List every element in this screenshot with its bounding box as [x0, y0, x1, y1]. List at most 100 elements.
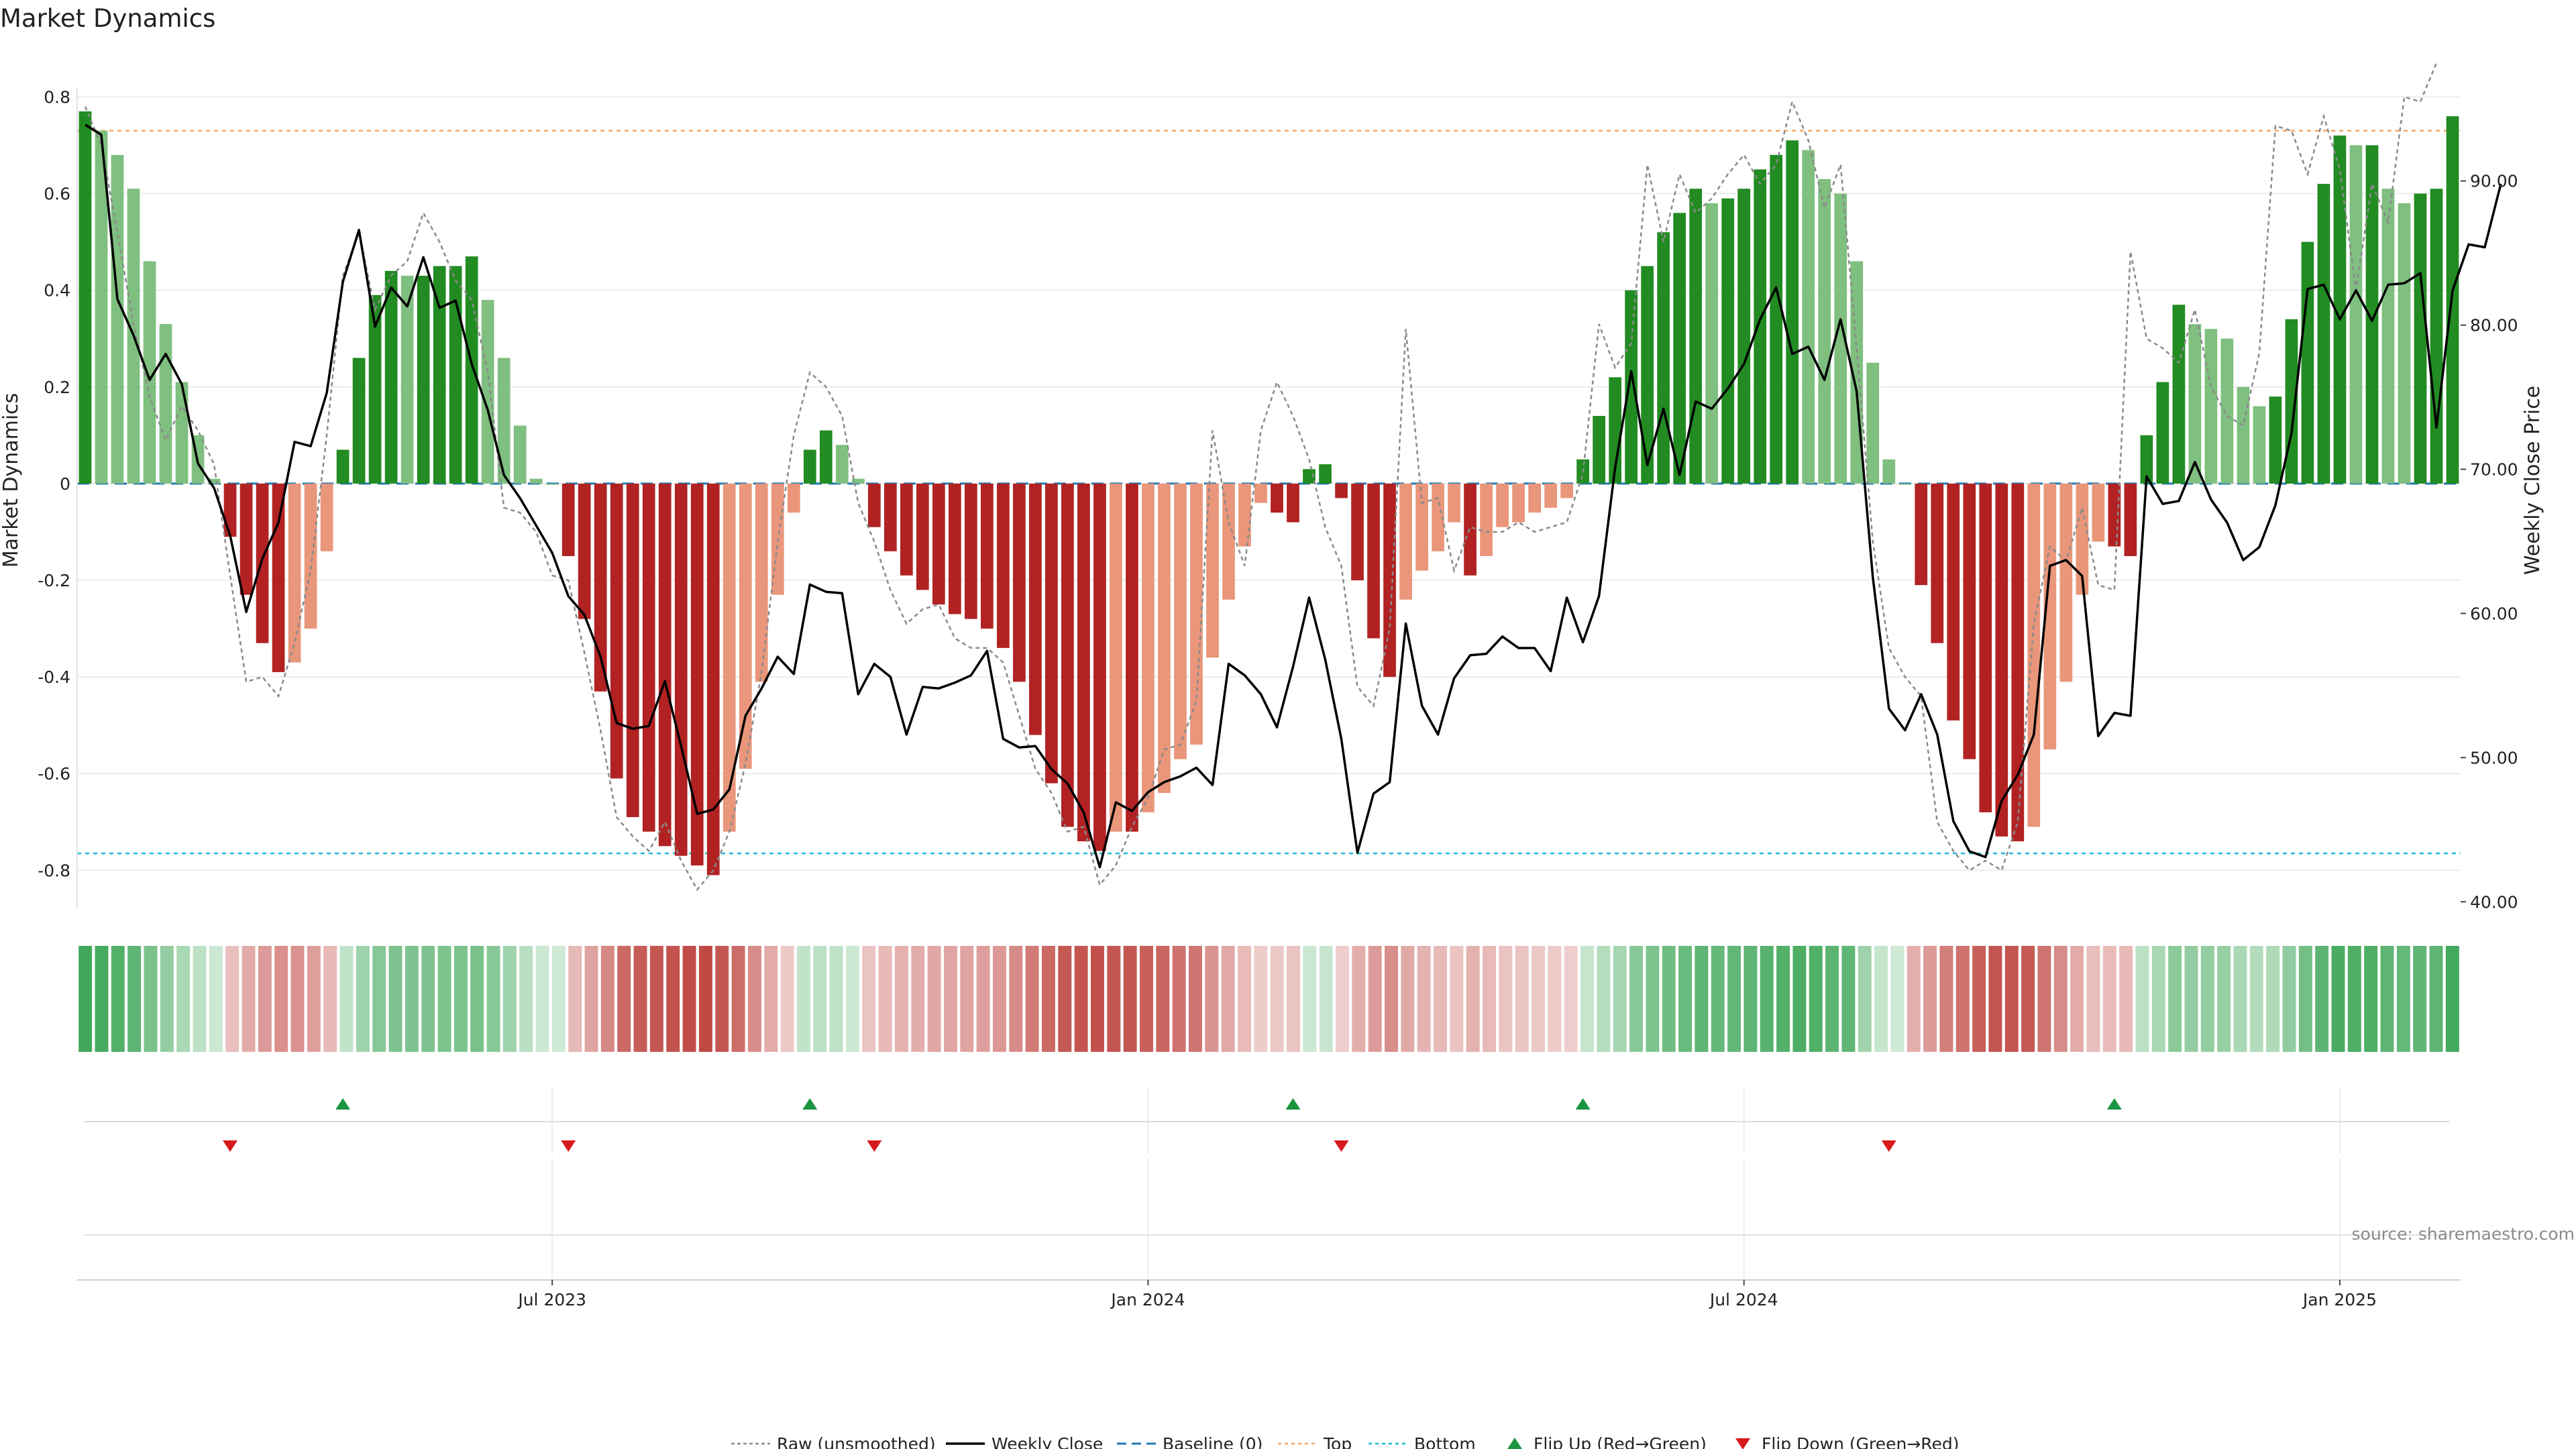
signal-cell: [1123, 946, 1137, 1052]
dynamics-bar: [449, 266, 462, 484]
dynamics-bar: [2027, 483, 2041, 827]
signal-cell: [2380, 946, 2394, 1052]
legend-item: Weekly Close: [946, 1434, 1103, 1449]
signal-cell: [2070, 946, 2084, 1052]
signal-cell: [568, 946, 582, 1052]
left-tick-label: 0.8: [44, 87, 70, 107]
flip-down-marker: [1334, 1140, 1349, 1152]
dynamics-bar: [1898, 483, 1912, 485]
dynamics-bar: [2365, 145, 2379, 484]
dynamics-bar: [2220, 338, 2234, 484]
dynamics-bar: [1979, 483, 1992, 812]
legend-label: Flip Up (Red→Green): [1534, 1434, 1707, 1449]
signal-cell: [2053, 946, 2068, 1052]
signal-cell: [649, 946, 663, 1052]
dynamics-bar: [1480, 483, 1493, 556]
dynamics-bar: [175, 382, 189, 484]
signal-cell: [2217, 946, 2231, 1052]
left-tick-label: 0.4: [44, 281, 70, 301]
dynamics-bar: [819, 430, 833, 484]
signal-cell: [2364, 946, 2378, 1052]
dynamics-bar: [2156, 382, 2169, 484]
signal-cell: [2200, 946, 2214, 1052]
signal-cell: [862, 946, 876, 1052]
signal-cell: [1776, 946, 1790, 1052]
signal-cell: [1564, 946, 1578, 1052]
signal-cell: [290, 946, 305, 1052]
dynamics-bar: [481, 300, 494, 484]
dynamics-bar: [1995, 483, 2008, 837]
signal-cell: [1025, 946, 1039, 1052]
signal-cell: [1385, 946, 1398, 1052]
dynamics-bar: [1657, 232, 1670, 484]
dynamics-bar: [497, 358, 511, 484]
legend-item: Flip Up (Red→Green): [1507, 1434, 1707, 1449]
right-tick-label: 70.00: [2470, 460, 2518, 480]
dynamics-bar: [1786, 140, 1799, 484]
dynamics-bar: [1496, 483, 1509, 527]
signal-cell: [1156, 946, 1170, 1052]
dynamics-bar: [1013, 483, 1026, 682]
signal-cell: [1172, 946, 1186, 1052]
signal-cell: [2298, 946, 2312, 1052]
signal-cell: [2004, 946, 2019, 1052]
dynamics-bar: [1931, 483, 1944, 643]
source-note: source: sharemaestro.com: [2352, 1224, 2575, 1244]
signal-cell: [535, 946, 549, 1052]
dynamics-bar: [368, 294, 382, 484]
signal-cell: [1303, 946, 1317, 1052]
signal-cell: [1483, 946, 1497, 1052]
signal-cell: [1629, 946, 1644, 1052]
dynamics-bar: [384, 270, 398, 484]
dynamics-bar: [1915, 483, 1928, 586]
flip-up-marker: [2106, 1098, 2122, 1110]
signal-cell: [2021, 946, 2035, 1052]
signal-cell: [372, 946, 386, 1052]
dynamics-bar: [1110, 483, 1122, 832]
signal-cell: [274, 946, 288, 1052]
signal-cell: [976, 946, 990, 1052]
right-tick-label: 50.00: [2470, 748, 2518, 767]
signal-cell: [2168, 946, 2182, 1052]
signal-cell: [1466, 946, 1480, 1052]
dynamics-bar: [981, 483, 994, 629]
signal-cell: [241, 946, 256, 1052]
left-tick-label: -0.4: [38, 667, 70, 687]
dynamics-bar: [78, 111, 92, 484]
signal-cell: [813, 946, 827, 1052]
dynamics-bar: [1383, 483, 1396, 678]
dynamics-bar: [2108, 483, 2121, 547]
signal-cell: [225, 946, 239, 1052]
dynamics-bar: [1399, 483, 1412, 600]
signal-cell: [470, 946, 484, 1052]
dynamics-bar: [997, 483, 1010, 648]
dynamics-bar: [916, 483, 929, 590]
weekly-close-line: [85, 123, 2502, 869]
signal-cell: [1890, 946, 1904, 1052]
signal-cell: [1140, 946, 1153, 1052]
flip-panel: [84, 1087, 2450, 1154]
dynamics-bar: [288, 483, 301, 663]
signal-cell: [2037, 946, 2051, 1052]
signal-cell: [1205, 946, 1219, 1052]
signal-cell: [829, 946, 843, 1052]
dynamics-bar: [1802, 150, 1815, 484]
dynamics-bar: [256, 483, 269, 643]
dynamics-bar: [1206, 483, 1219, 658]
dynamics-bar: [1818, 178, 1831, 484]
signal-cell: [160, 946, 174, 1052]
dynamics-bar: [159, 324, 172, 484]
signal-cell: [666, 946, 680, 1052]
signal-cell: [453, 946, 468, 1052]
signal-cell: [127, 946, 142, 1052]
dynamics-bar: [1238, 483, 1251, 547]
dynamics-bar: [1415, 483, 1428, 571]
signal-cell: [633, 946, 647, 1052]
dynamics-bar: [417, 276, 430, 484]
legend-label: Flip Down (Green→Red): [1762, 1434, 1960, 1449]
signal-cell: [2413, 946, 2427, 1052]
dynamics-bar: [1593, 416, 1606, 484]
flip-down-marker: [223, 1140, 238, 1152]
dynamics-bar: [1947, 483, 1960, 720]
dynamics-bar: [1770, 154, 1783, 484]
